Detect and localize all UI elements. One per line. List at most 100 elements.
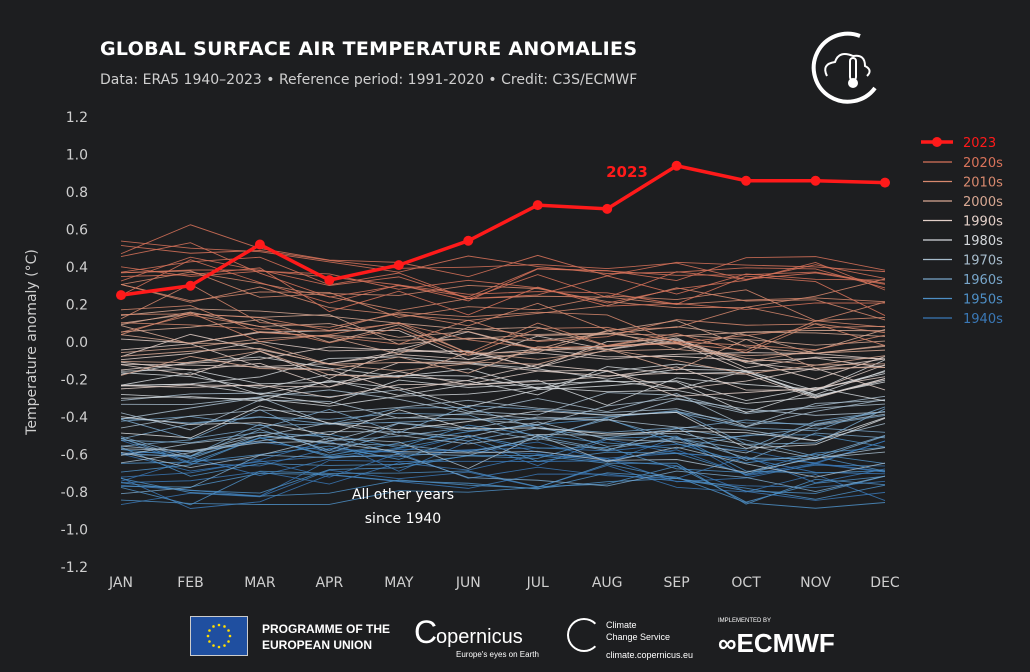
eu-star (228, 634, 232, 638)
series-line-2000s (120, 334, 886, 366)
x-tick-label: DEC (870, 575, 900, 591)
y-tick-label: 1.0 (66, 148, 88, 164)
eu-text-2: EUROPEAN UNION (262, 638, 373, 652)
legend-label-2000s: 2000s (963, 195, 1003, 210)
series-line-2020s (120, 242, 886, 298)
c3s-url: climate.copernicus.eu (606, 650, 694, 660)
series-line-1980s (120, 356, 886, 391)
highlight-line-2023 (120, 163, 886, 297)
series-line-1950s (120, 472, 886, 509)
y-tick-label: 0.2 (66, 298, 88, 314)
eu-text: PROGRAMME OF THE (262, 622, 390, 636)
series-line-1980s (120, 371, 886, 414)
series-line-1970s (120, 389, 886, 416)
series-line-2000s (120, 308, 886, 347)
series-line-2020s (120, 240, 886, 289)
series-line-1970s (120, 389, 886, 427)
highlight-annotation: 2023 (606, 163, 648, 181)
y-tick-label: 0.0 (66, 335, 88, 351)
series-line-1940s (120, 473, 886, 509)
highlight-point (671, 160, 682, 171)
other-years-annotation-2: since 1940 (365, 511, 441, 527)
eu-star (223, 625, 226, 628)
eu-star (227, 629, 230, 632)
series-line-1990s (120, 348, 886, 380)
y-tick-label: -0.6 (61, 448, 88, 464)
series-line-2020s (120, 224, 886, 278)
other-years-annotation: All other years (352, 487, 454, 503)
series-line-1980s (120, 356, 886, 397)
series-line-1950s (120, 454, 886, 505)
highlight-point (463, 235, 474, 246)
legend-label-2023: 2023 (963, 136, 996, 151)
series-line-1940s (120, 464, 886, 505)
ecmwf-text: ECMWF (736, 628, 835, 658)
legend-label-1950s: 1950s (963, 293, 1003, 308)
series-line-1990s (120, 330, 886, 369)
series-line-1950s (120, 434, 886, 473)
series-line-2000s (120, 346, 886, 376)
y-tick-label: 1.2 (66, 110, 88, 126)
highlight-point (185, 280, 196, 291)
series-line-1990s (120, 361, 886, 399)
eu-star (212, 625, 215, 628)
series-line-2020s (120, 267, 886, 316)
c3s-text: Climate (606, 620, 637, 630)
series-line-2020s (120, 256, 886, 300)
y-tick-label: 0.4 (66, 260, 88, 276)
x-tick-label: JUN (455, 575, 481, 591)
series-line-1970s (120, 434, 886, 473)
series-line-2000s (120, 325, 886, 355)
x-tick-label: NOV (800, 575, 831, 591)
series-line-1940s (120, 454, 886, 485)
series-line-2000s (120, 348, 886, 378)
legend-label-1980s: 1980s (963, 234, 1003, 249)
c3s-logo-icon (567, 618, 601, 652)
highlight-point (602, 203, 613, 214)
series-line-2010s (120, 270, 886, 309)
highlight-point (254, 239, 265, 250)
highlight-point (532, 200, 543, 211)
series-line-1980s (120, 373, 886, 406)
series-line-2020s (120, 262, 886, 304)
series-line-2010s (120, 283, 886, 322)
ecmwf-logo: ∞ECMWF (718, 628, 835, 658)
x-tick-label: APR (315, 575, 343, 591)
series-line-1970s (120, 398, 886, 431)
y-tick-label: 0.6 (66, 223, 88, 239)
x-tick-label: FEB (177, 575, 204, 591)
x-tick-label: AUG (592, 575, 623, 591)
eu-star (217, 645, 221, 649)
highlight-point (810, 175, 821, 186)
y-tick-label: 0.8 (66, 185, 88, 201)
footer-logos: PROGRAMME OF THE EUROPEAN UNION C operni… (0, 612, 1030, 662)
series-line-1970s (120, 422, 886, 460)
series-line-1980s (120, 363, 886, 398)
series-line-1960s (120, 427, 886, 460)
series-line-1970s (120, 395, 886, 426)
legend-label-1970s: 1970s (963, 254, 1003, 269)
legend-label-2010s: 2010s (963, 176, 1003, 191)
ecmwf-implemented: IMPLEMENTED BY (718, 618, 772, 624)
chart-title: GLOBAL SURFACE AIR TEMPERATURE ANOMALIES (100, 38, 638, 60)
series-line-1980s (120, 377, 886, 407)
series-line-2000s (120, 338, 886, 372)
legend-label-1990s: 1990s (963, 215, 1003, 230)
y-tick-label: -0.8 (61, 485, 88, 501)
copernicus-tagline: Europe's eyes on Earth (456, 650, 539, 659)
c3s-cloud-thermometer-icon (811, 31, 877, 104)
series-line-1960s (120, 431, 886, 460)
y-tick-label: -1.0 (61, 523, 88, 539)
copernicus-logo: opernicus (436, 626, 523, 648)
x-tick-label: JUL (526, 575, 549, 591)
series-line-1940s (120, 438, 886, 482)
chart-subtitle: Data: ERA5 1940–2023 • Reference period:… (100, 72, 638, 88)
series-line-2010s (120, 312, 886, 354)
eu-star (223, 644, 226, 647)
series-line-1960s (120, 408, 886, 447)
highlight-point (393, 260, 404, 271)
series-line-1960s (120, 423, 886, 462)
series-line-1940s (120, 434, 886, 464)
highlight-point (324, 275, 335, 286)
eu-flag-icon (190, 616, 248, 656)
